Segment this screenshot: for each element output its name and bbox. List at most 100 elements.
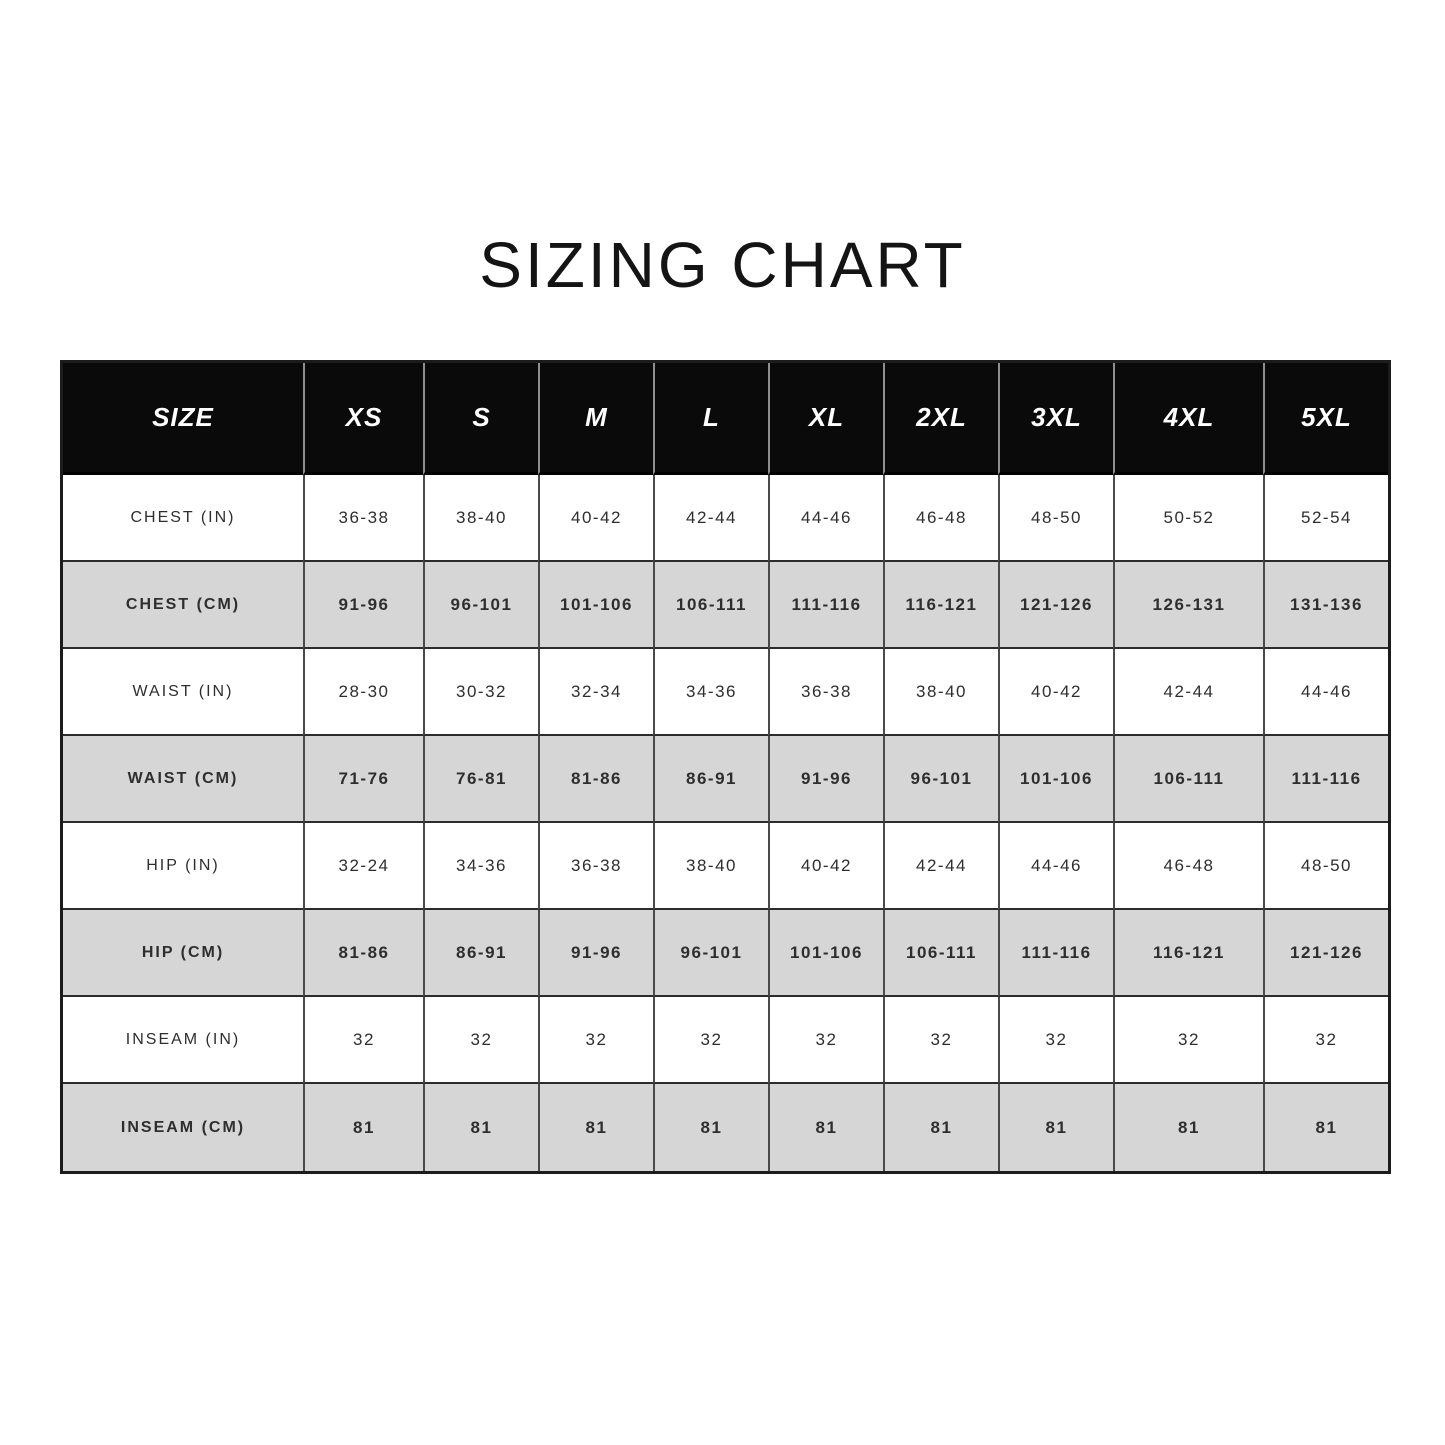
value-cell: 32 — [303, 997, 423, 1085]
value-cell: 126-131 — [1113, 562, 1263, 650]
value-cell: 96-101 — [653, 910, 768, 998]
value-cell: 52-54 — [1263, 475, 1388, 563]
value-cell: 71-76 — [303, 736, 423, 824]
table-row: WAIST (IN) 28-30 30-32 32-34 34-36 36-38 38-40… — [63, 649, 1388, 737]
value-cell: 86-91 — [653, 736, 768, 824]
table-row: WAIST (CM) 71-76 76-81 81-86 86-91 91-96 96-10… — [63, 736, 1388, 824]
value-cell: 111-116 — [768, 562, 883, 650]
value-cell: 36-38 — [768, 649, 883, 737]
value-cell: 32 — [538, 997, 653, 1085]
value-cell: 40-42 — [538, 475, 653, 563]
value-cell: 106-111 — [883, 910, 998, 998]
value-cell: 81 — [303, 1084, 423, 1172]
size-column-header: S — [423, 363, 538, 476]
value-cell: 40-42 — [768, 823, 883, 911]
size-header-cell: SIZE — [63, 363, 303, 476]
value-cell: 76-81 — [423, 736, 538, 824]
value-cell: 38-40 — [653, 823, 768, 911]
value-cell: 116-121 — [883, 562, 998, 650]
value-cell: 81-86 — [538, 736, 653, 824]
value-cell: 48-50 — [998, 475, 1113, 563]
size-column-header: 5XL — [1263, 363, 1388, 476]
row-label-cell: INSEAM (CM) — [63, 1084, 303, 1172]
value-cell: 42-44 — [1113, 649, 1263, 737]
value-cell: 44-46 — [1263, 649, 1388, 737]
table-row: INSEAM (CM) 81 81 81 81 81 81 81 81 81 — [63, 1084, 1388, 1172]
row-label-cell: CHEST (CM) — [63, 562, 303, 650]
value-cell: 81 — [768, 1084, 883, 1172]
row-label-cell: WAIST (CM) — [63, 736, 303, 824]
value-cell: 81 — [883, 1084, 998, 1172]
value-cell: 28-30 — [303, 649, 423, 737]
table-row: CHEST (IN) 36-38 38-40 40-42 42-44 44-46 46-48… — [63, 475, 1388, 563]
value-cell: 48-50 — [1263, 823, 1388, 911]
value-cell: 46-48 — [1113, 823, 1263, 911]
sizing-table-container: SIZE XS S M L XL 2XL 3XL 4XL 5XL CHEST (IN) 36-38… — [60, 360, 1391, 1175]
value-cell: 42-44 — [653, 475, 768, 563]
value-cell: 32-34 — [538, 649, 653, 737]
value-cell: 116-121 — [1113, 910, 1263, 998]
value-cell: 111-116 — [1263, 736, 1388, 824]
table-row: HIP (CM) 81-86 86-91 91-96 96-101 101-106 106-… — [63, 910, 1388, 998]
value-cell: 32 — [998, 997, 1113, 1085]
value-cell: 106-111 — [1113, 736, 1263, 824]
value-cell: 32 — [1113, 997, 1263, 1085]
row-label-cell: HIP (CM) — [63, 910, 303, 998]
value-cell: 131-136 — [1263, 562, 1388, 650]
value-cell: 81-86 — [303, 910, 423, 998]
value-cell: 38-40 — [423, 475, 538, 563]
size-column-header: XL — [768, 363, 883, 476]
value-cell: 44-46 — [768, 475, 883, 563]
value-cell: 81 — [1263, 1084, 1388, 1172]
value-cell: 44-46 — [998, 823, 1113, 911]
header-row: SIZE XS S M L XL 2XL 3XL 4XL 5XL — [63, 363, 1388, 476]
value-cell: 32 — [768, 997, 883, 1085]
table-row: CHEST (CM) 91-96 96-101 101-106 106-111 111-1… — [63, 562, 1388, 650]
size-column-header: 2XL — [883, 363, 998, 476]
value-cell: 91-96 — [303, 562, 423, 650]
value-cell: 32 — [883, 997, 998, 1085]
row-label-cell: HIP (IN) — [63, 823, 303, 911]
value-cell: 46-48 — [883, 475, 998, 563]
value-cell: 36-38 — [538, 823, 653, 911]
value-cell: 101-106 — [538, 562, 653, 650]
value-cell: 121-126 — [998, 562, 1113, 650]
value-cell: 101-106 — [998, 736, 1113, 824]
value-cell: 38-40 — [883, 649, 998, 737]
value-cell: 32 — [423, 997, 538, 1085]
value-cell: 40-42 — [998, 649, 1113, 737]
table-row: INSEAM (IN) 32 32 32 32 32 32 32 32 32 — [63, 997, 1388, 1085]
row-label-cell: CHEST (IN) — [63, 475, 303, 563]
value-cell: 121-126 — [1263, 910, 1388, 998]
size-column-header: XS — [303, 363, 423, 476]
value-cell: 32-24 — [303, 823, 423, 911]
table-row: HIP (IN) 32-24 34-36 36-38 38-40 40-42 42-44 44… — [63, 823, 1388, 911]
value-cell: 34-36 — [653, 649, 768, 737]
value-cell: 91-96 — [768, 736, 883, 824]
sizing-table: SIZE XS S M L XL 2XL 3XL 4XL 5XL CHEST (IN) 36-38… — [60, 360, 1391, 1175]
size-column-header: L — [653, 363, 768, 476]
value-cell: 81 — [1113, 1084, 1263, 1172]
table-body: CHEST (IN) 36-38 38-40 40-42 42-44 44-46 46-48… — [63, 475, 1388, 1172]
value-cell: 101-106 — [768, 910, 883, 998]
value-cell: 81 — [423, 1084, 538, 1172]
value-cell: 86-91 — [423, 910, 538, 998]
size-column-header: 3XL — [998, 363, 1113, 476]
size-column-header: M — [538, 363, 653, 476]
value-cell: 34-36 — [423, 823, 538, 911]
value-cell: 81 — [538, 1084, 653, 1172]
value-cell: 36-38 — [303, 475, 423, 563]
row-label-cell: WAIST (IN) — [63, 649, 303, 737]
value-cell: 81 — [998, 1084, 1113, 1172]
value-cell: 32 — [1263, 997, 1388, 1085]
value-cell: 91-96 — [538, 910, 653, 998]
value-cell: 50-52 — [1113, 475, 1263, 563]
page-title: SIZING CHART — [479, 229, 966, 301]
value-cell: 32 — [653, 997, 768, 1085]
value-cell: 42-44 — [883, 823, 998, 911]
size-column-header: 4XL — [1113, 363, 1263, 476]
value-cell: 81 — [653, 1084, 768, 1172]
value-cell: 106-111 — [653, 562, 768, 650]
row-label-cell: INSEAM (IN) — [63, 997, 303, 1085]
value-cell: 111-116 — [998, 910, 1113, 998]
